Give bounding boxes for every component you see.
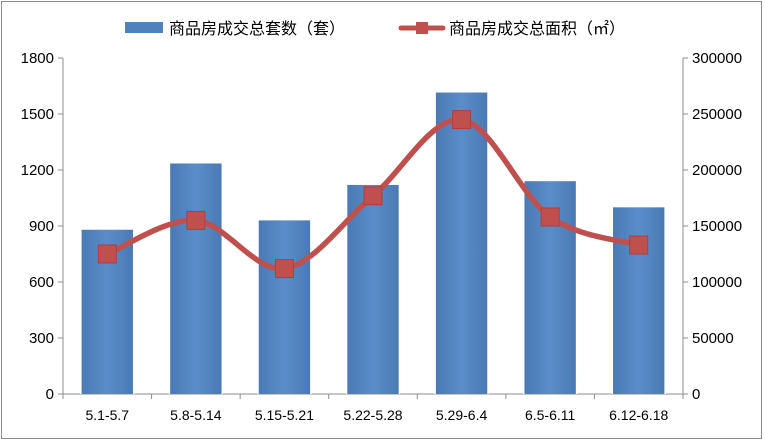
bar [613, 207, 665, 394]
y-left-tick-label: 900 [29, 218, 54, 235]
bar [435, 92, 488, 395]
y-left-tick-label: 300 [29, 330, 54, 347]
y-right-tick-label: 200000 [692, 162, 742, 179]
line-marker [540, 207, 560, 227]
x-tick-label: 5.1-5.7 [85, 407, 129, 423]
y-left-tick-label: 1200 [21, 162, 54, 179]
y-right-tick-label: 100000 [692, 274, 742, 291]
line-marker [363, 186, 383, 206]
line-series [97, 110, 649, 279]
x-tick-label: 5.22-5.28 [343, 407, 402, 423]
legend-line-marker [416, 22, 428, 34]
line-marker [452, 110, 472, 130]
y-left-tick-label: 1800 [21, 50, 54, 67]
x-tick-label: 5.8-5.14 [170, 407, 222, 423]
y-left-tick-label: 0 [46, 386, 54, 403]
bar [347, 184, 399, 394]
legend-bar-label: 商品房成交总套数（套） [169, 19, 345, 38]
bar-series [80, 91, 666, 395]
y-right-tick-label: 250000 [692, 106, 742, 123]
line-marker [186, 210, 206, 230]
x-tick-label: 5.15-5.21 [255, 407, 314, 423]
legend-line-label: 商品房成交总面积（㎡） [449, 19, 625, 38]
y-right-tick-label: 0 [692, 386, 700, 403]
axes: 0 300 600 900 1200 1500 1800 0 50000 100000 150000… [21, 50, 742, 423]
x-tick-label: 6.5-6.11 [525, 407, 576, 423]
x-tick-label: 5.29-6.4 [436, 407, 488, 423]
line-marker [629, 235, 649, 255]
y-right-tick-label: 300000 [692, 50, 742, 67]
y-right-tick-label: 150000 [692, 218, 742, 235]
y-left-tick-label: 1500 [21, 106, 54, 123]
y-right-tick-label: 50000 [692, 330, 734, 347]
line-marker [97, 244, 117, 264]
y-left-tick-label: 600 [29, 274, 54, 291]
bar [258, 220, 311, 394]
legend: 商品房成交总套数（套） 商品房成交总面积（㎡） [125, 19, 625, 38]
bar [170, 163, 222, 394]
x-tick-label: 6.12-6.18 [609, 407, 668, 423]
line-marker [274, 259, 294, 279]
legend-bar-swatch [125, 22, 163, 33]
